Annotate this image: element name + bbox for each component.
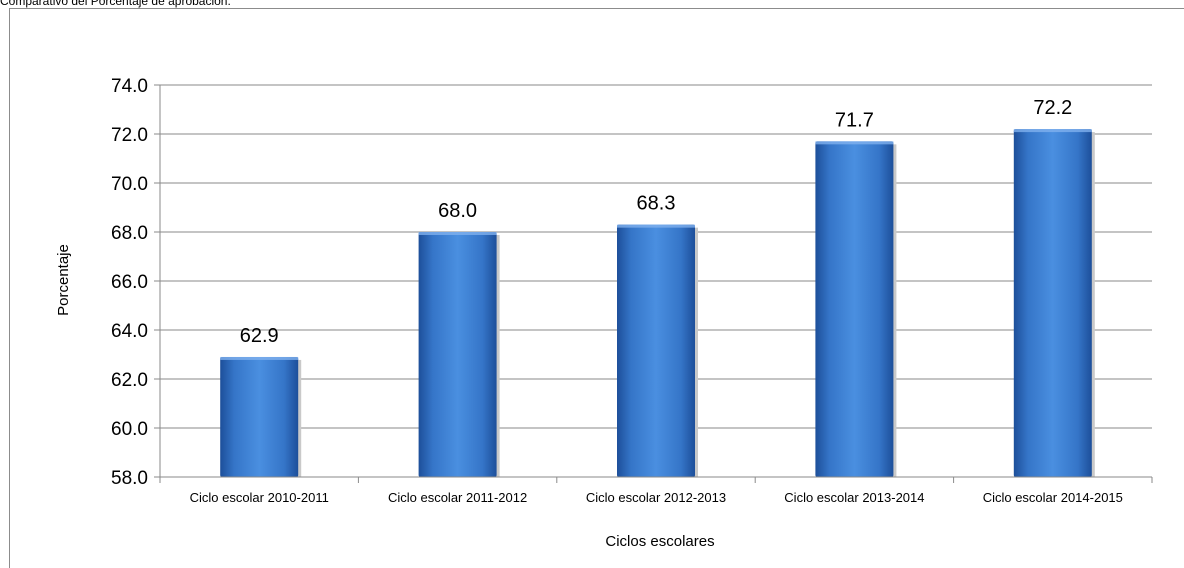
data-label: 68.0 — [438, 200, 477, 222]
y-tick-label: 64.0 — [111, 321, 148, 342]
x-tick-label: Ciclo escolar 2010-2011 — [190, 490, 329, 505]
bar — [1013, 129, 1092, 477]
y-tick-label: 66.0 — [111, 272, 148, 293]
page-title: Comparativo del Porcentaje de aprobación… — [0, 0, 231, 8]
x-tick-label: Ciclo escolar 2013-2014 — [784, 490, 924, 505]
data-label: 68.3 — [637, 193, 676, 215]
bar-highlight — [617, 224, 695, 228]
y-tick-label: 62.0 — [111, 370, 148, 391]
bar-highlight — [815, 141, 894, 145]
y-tick-label: 68.0 — [111, 223, 148, 244]
bar-highlight — [220, 356, 299, 360]
x-axis-title: Ciclos escolares — [605, 533, 714, 550]
bar — [220, 356, 299, 477]
data-label: 71.7 — [835, 109, 874, 131]
x-tick-label: Ciclo escolar 2011-2012 — [388, 490, 527, 505]
bar — [617, 224, 695, 477]
y-tick-label: 70.0 — [111, 174, 148, 195]
bar — [815, 141, 894, 477]
x-tick-label: Ciclo escolar 2012-2013 — [586, 490, 726, 505]
bar-highlight — [418, 232, 497, 235]
data-label: 62.9 — [240, 325, 279, 347]
y-tick-label: 72.0 — [111, 125, 148, 146]
data-label: 72.2 — [1033, 97, 1072, 119]
y-axis: 58.0 60.0 62.0 64.0 66.0 68.0 70.0 72.0 74.0 — [111, 76, 161, 489]
y-tick-label: 58.0 — [111, 468, 148, 489]
x-tick-label: Ciclo escolar 2014-2015 — [983, 490, 1123, 505]
y-tick-label: 74.0 — [111, 76, 148, 97]
x-axis: Ciclo escolar 2010-2011 Ciclo escolar 201… — [154, 476, 1153, 505]
y-axis-title: Porcentaje — [55, 244, 72, 316]
chart-frame — [9, 8, 1184, 568]
bar — [418, 232, 497, 477]
y-tick-label: 60.0 — [111, 419, 148, 440]
bar-highlight — [1013, 129, 1092, 133]
bars: 62.9 68.0 68.3 71.7 72.2 — [220, 97, 1095, 477]
